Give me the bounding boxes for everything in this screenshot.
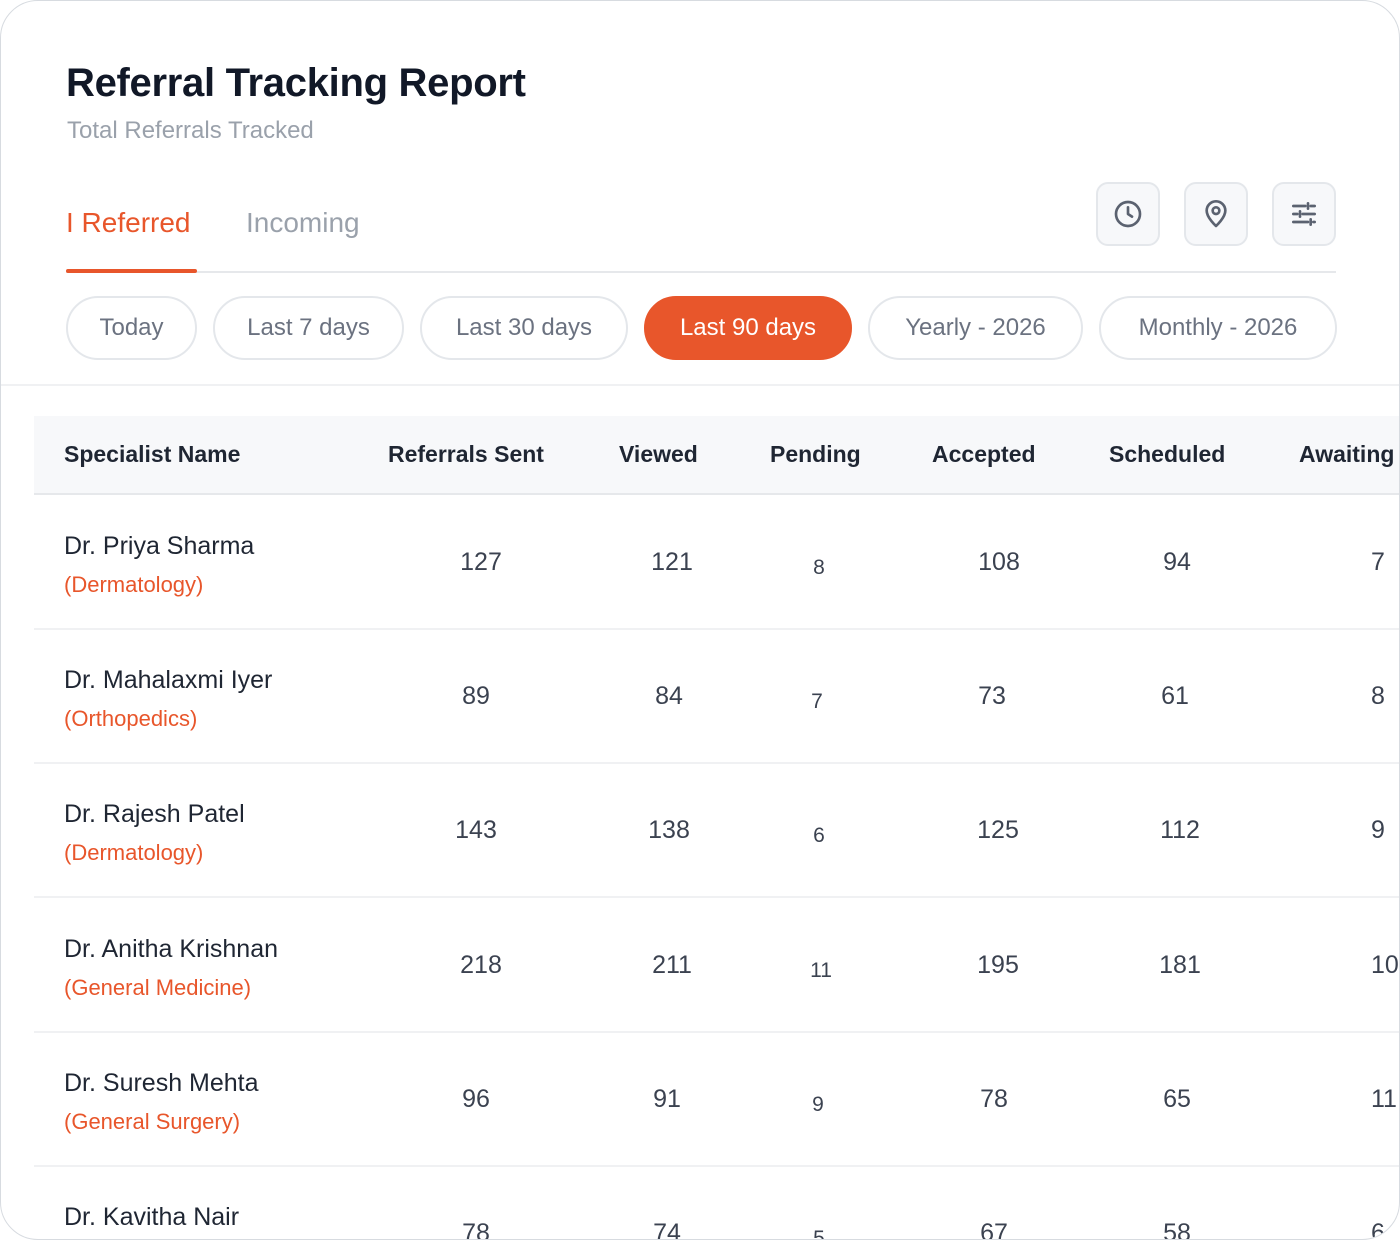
clock-icon xyxy=(1114,200,1142,228)
filter-yearly-2026[interactable]: Yearly - 2026 xyxy=(868,296,1083,360)
specialist-name: Dr. Suresh Mehta xyxy=(64,1069,259,1097)
table-row[interactable]: Dr. Priya Sharma (Dermatology) 127 121 8… xyxy=(34,496,1399,630)
table-header: Specialist Name Referrals Sent Viewed Pe… xyxy=(34,416,1399,495)
specialty-label: (General Medicine) xyxy=(64,975,252,1000)
specialty-label: (Dermatology) xyxy=(64,840,204,865)
column-header-accepted[interactable]: Accepted xyxy=(932,441,1036,467)
page-subtitle: Total Referrals Tracked xyxy=(67,117,314,144)
specialist-name: Dr. Kavitha Nair xyxy=(64,1203,240,1231)
filter-last-30-days[interactable]: Last 30 days xyxy=(420,296,628,360)
viewed-value: 138 xyxy=(648,816,690,844)
specialist-name: Dr. Anitha Krishnan xyxy=(64,935,279,963)
referrals-sent-value: 96 xyxy=(462,1085,490,1113)
referrals-sent-value: 143 xyxy=(455,816,497,844)
table-row[interactable]: Dr. Mahalaxmi Iyer (Orthopedics) 89 84 7… xyxy=(34,630,1399,764)
table-row[interactable]: Dr. Rajesh Patel (Dermatology) 143 138 6… xyxy=(34,764,1399,898)
column-header-referrals-sent[interactable]: Referrals Sent xyxy=(388,441,544,467)
pending-value: 6 xyxy=(813,824,825,847)
specialist-name: Dr. Priya Sharma xyxy=(64,532,255,560)
awaiting-value: 10 xyxy=(1371,951,1399,979)
accepted-value: 195 xyxy=(977,951,1019,979)
location-button[interactable] xyxy=(1184,182,1248,246)
specialist-name: Dr. Rajesh Patel xyxy=(64,800,245,828)
scheduled-value: 61 xyxy=(1161,682,1189,710)
page-title: Referral Tracking Report xyxy=(66,61,526,105)
scheduled-value: 94 xyxy=(1163,548,1191,576)
column-header-viewed[interactable]: Viewed xyxy=(619,441,698,467)
accepted-value: 125 xyxy=(977,816,1019,844)
referrals-sent-value: 89 xyxy=(462,682,490,710)
filter-settings-button[interactable] xyxy=(1272,182,1336,246)
viewed-value: 74 xyxy=(653,1219,681,1240)
viewed-value: 121 xyxy=(651,548,693,576)
scheduled-value: 181 xyxy=(1159,951,1201,979)
column-header-specialist-name[interactable]: Specialist Name xyxy=(64,441,241,467)
tab-i-referred[interactable]: I Referred xyxy=(66,207,191,238)
accepted-value: 78 xyxy=(980,1085,1008,1113)
column-header-pending[interactable]: Pending xyxy=(770,441,861,467)
filter-last-90-days[interactable]: Last 90 days xyxy=(644,296,852,360)
viewed-value: 84 xyxy=(655,682,683,710)
filter-today[interactable]: Today xyxy=(66,296,197,360)
referrals-sent-value: 218 xyxy=(460,951,502,979)
filter-sliders-icon xyxy=(1292,202,1316,226)
active-tab-indicator xyxy=(66,269,197,273)
tab-incoming[interactable]: Incoming xyxy=(246,207,360,238)
specialty-label: (General Surgery) xyxy=(64,1109,241,1134)
awaiting-value: 6 xyxy=(1371,1219,1385,1240)
specialty-label: (Dermatology) xyxy=(64,572,204,597)
awaiting-value: 11 xyxy=(1371,1085,1397,1113)
accepted-value: 67 xyxy=(980,1219,1008,1240)
column-header-scheduled[interactable]: Scheduled xyxy=(1109,441,1226,467)
filter-last-7-days[interactable]: Last 7 days xyxy=(213,296,404,360)
column-header-awaiting[interactable]: Awaiting xyxy=(1299,441,1395,467)
pending-value: 7 xyxy=(811,690,823,713)
scheduled-value: 65 xyxy=(1163,1085,1191,1113)
referrals-sent-value: 78 xyxy=(462,1219,490,1240)
filter-monthly-2026[interactable]: Monthly - 2026 xyxy=(1099,296,1337,360)
pending-value: 9 xyxy=(812,1093,824,1116)
pending-value: 8 xyxy=(813,556,825,579)
table-row[interactable]: Dr. Anitha Krishnan (General Medicine) 2… xyxy=(34,899,1399,1033)
accepted-value: 73 xyxy=(978,682,1006,710)
tab-bar: I Referred Incoming xyxy=(66,181,1336,273)
table-row[interactable]: Dr. Kavitha Nair 78 74 5 67 58 6 xyxy=(34,1167,1399,1240)
viewed-value: 91 xyxy=(653,1085,681,1113)
scheduled-value: 58 xyxy=(1163,1219,1191,1240)
accepted-value: 108 xyxy=(978,548,1020,576)
section-divider xyxy=(1,384,1399,386)
location-pin-icon xyxy=(1205,200,1227,228)
awaiting-value: 7 xyxy=(1371,548,1385,576)
awaiting-value: 9 xyxy=(1371,816,1385,844)
referrals-sent-value: 127 xyxy=(460,548,502,576)
history-button[interactable] xyxy=(1096,182,1160,246)
pending-value: 11 xyxy=(810,959,832,982)
scheduled-value: 112 xyxy=(1160,816,1200,844)
pending-value: 5 xyxy=(813,1227,825,1240)
specialist-name: Dr. Mahalaxmi Iyer xyxy=(64,666,273,694)
table-row[interactable]: Dr. Suresh Mehta (General Surgery) 96 91… xyxy=(34,1033,1399,1167)
specialty-label: (Orthopedics) xyxy=(64,706,198,731)
viewed-value: 211 xyxy=(652,951,692,979)
awaiting-value: 8 xyxy=(1371,682,1385,710)
